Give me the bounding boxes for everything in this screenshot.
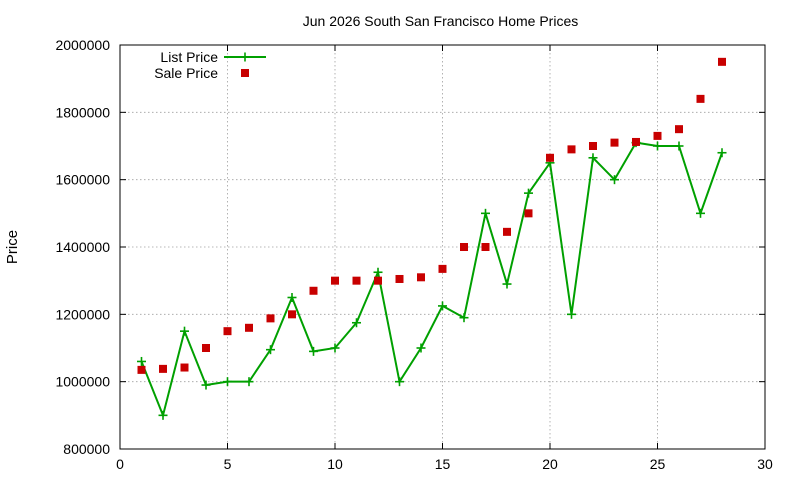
sale-price-point (567, 145, 576, 154)
sale-price-point (546, 153, 554, 162)
grid-lines (120, 45, 765, 449)
sale-price-point (610, 138, 619, 147)
y-tick-label: 1800000 (55, 104, 110, 120)
list-price-point (395, 377, 404, 387)
axis-ticks (119, 44, 766, 450)
legend-entry-list-price: List Price (160, 49, 218, 65)
y-tick-label: 1200000 (55, 306, 110, 322)
list-price-point (223, 377, 232, 387)
x-tick-label: 10 (327, 456, 343, 472)
list-price-point (352, 318, 361, 328)
list-price-point (244, 377, 254, 387)
list-price-point (438, 301, 447, 311)
list-price-point (287, 293, 297, 302)
list-price-point (674, 141, 684, 151)
list-price-point (588, 153, 598, 163)
list-price-point (180, 326, 189, 336)
list-price-point (137, 356, 146, 366)
sale-price-point (395, 274, 404, 283)
list-price-point (416, 343, 426, 353)
legend-sample-sale-price (241, 69, 249, 77)
sale-price-point (481, 243, 490, 251)
sale-price-point (245, 323, 253, 332)
legend: List Price Sale Price (154, 49, 266, 81)
list-price-point (158, 410, 168, 420)
sale-price-point (460, 243, 468, 251)
data-series (137, 57, 727, 420)
list-price-line (140, 141, 723, 419)
chart-title: Jun 2026 South San Francisco Home Prices (303, 13, 578, 29)
y-tick-labels: 800000 1000000 1200000 1400000 1600000 180000… (55, 37, 110, 457)
list-price-point (502, 279, 512, 289)
list-price-point (717, 148, 727, 158)
x-tick-labels: 0 5 10 15 20 25 30 (116, 456, 773, 472)
sale-price-point (202, 344, 210, 352)
y-axis-label: Price (4, 230, 21, 264)
list-price-point (309, 346, 318, 356)
x-tick-label: 15 (435, 456, 451, 472)
list-price-point (459, 313, 469, 323)
sale-price-point (288, 310, 296, 319)
x-tick-label: 30 (757, 456, 773, 472)
sale-price-point (309, 286, 318, 295)
sale-price-point (653, 131, 662, 140)
sale-price-point (438, 264, 447, 273)
sale-price-point (524, 209, 533, 218)
x-tick-label: 25 (650, 456, 666, 472)
list-price-point (266, 345, 275, 355)
list-price-point (696, 208, 705, 218)
sale-price-point (417, 273, 425, 282)
sale-price-point (718, 57, 726, 66)
y-tick-label: 800000 (63, 441, 110, 457)
x-tick-label: 0 (116, 456, 124, 472)
list-price-point (201, 380, 211, 390)
sale-price-point (266, 314, 275, 323)
sale-price-point (331, 276, 339, 285)
y-tick-label: 1400000 (55, 239, 110, 255)
x-tick-label: 20 (542, 456, 558, 472)
sale-price-point (180, 363, 189, 372)
sale-price-point (352, 276, 361, 285)
sale-price-point (589, 142, 597, 150)
sale-price-point (137, 365, 146, 374)
list-price-point (524, 188, 533, 198)
sale-price-point (374, 276, 382, 285)
list-price-point (373, 267, 383, 277)
series-list-price (137, 138, 727, 420)
y-tick-label: 1600000 (55, 172, 110, 188)
sale-price-point (223, 327, 232, 336)
sale-price-point (159, 364, 167, 373)
y-tick-label: 2000000 (55, 37, 110, 53)
list-price-point (610, 175, 619, 185)
x-tick-label: 5 (224, 456, 232, 472)
series-sale-price (137, 57, 726, 374)
sale-price-point (696, 94, 705, 103)
list-price-point (567, 309, 576, 319)
list-price-point (653, 141, 662, 151)
legend-entry-sale-price: Sale Price (154, 65, 218, 81)
sale-price-point (503, 227, 511, 236)
list-price-point (330, 343, 340, 353)
legend-sample-list-price (224, 52, 266, 62)
legend-marker-sale-price (241, 69, 249, 77)
y-tick-label: 1000000 (55, 374, 110, 390)
sale-price-point (632, 137, 640, 146)
legend-marker-list-price (240, 52, 250, 62)
list-price-point (481, 208, 490, 218)
sale-price-point (675, 125, 683, 134)
